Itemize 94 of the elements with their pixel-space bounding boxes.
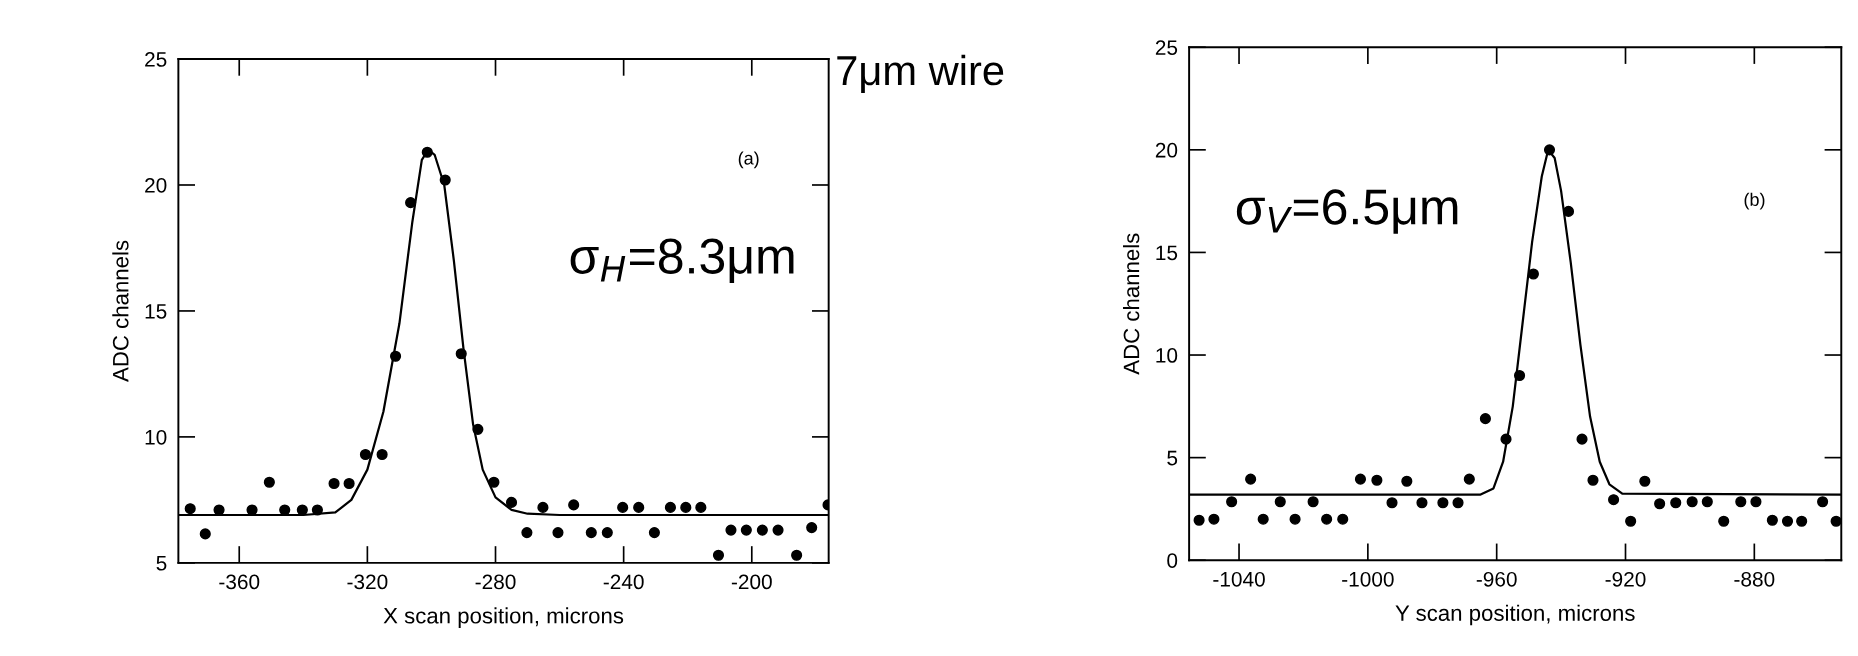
x-tick-label: -960 (1476, 571, 1517, 587)
x-tick-label: -280 (475, 574, 516, 590)
point (1337, 513, 1349, 525)
point (1452, 497, 1464, 509)
point (1670, 497, 1682, 509)
y-tick-label: 10 (145, 429, 167, 445)
point (568, 499, 580, 511)
point (712, 549, 725, 561)
point (1796, 515, 1808, 527)
point (1766, 514, 1778, 526)
annotation: (b) (1744, 192, 1765, 210)
point (756, 524, 768, 536)
point (1639, 475, 1651, 487)
point (1321, 513, 1333, 525)
x-tick-label: -320 (347, 574, 388, 590)
y-axis-title: ADC channels (1123, 233, 1140, 375)
y-tick-label: 0 (1167, 553, 1178, 568)
point (1735, 496, 1747, 508)
point (1830, 515, 1842, 527)
point (1686, 496, 1698, 508)
point (1781, 515, 1794, 527)
x-tick-label: -1000 (1342, 571, 1394, 587)
point (505, 496, 518, 508)
y-tick-label: 25 (1155, 40, 1178, 55)
point (199, 528, 211, 540)
point (359, 448, 372, 461)
point (617, 501, 629, 513)
annotation: σ$_{H}$=8.3μm (570, 238, 794, 283)
point (695, 501, 707, 513)
point (263, 476, 275, 488)
point (1386, 497, 1398, 509)
point (184, 503, 196, 515)
y-axis-title: ADC channels (112, 240, 129, 382)
point (1401, 475, 1413, 487)
y-tick-label: 15 (145, 304, 167, 319)
point (1416, 497, 1428, 509)
point (1463, 473, 1475, 485)
point (1587, 474, 1599, 486)
x-tick-label: -240 (603, 574, 644, 590)
point (405, 197, 417, 209)
point (1371, 474, 1383, 486)
x-tick-label: -200 (731, 574, 772, 590)
point (772, 524, 784, 536)
point (601, 527, 613, 539)
point (725, 524, 737, 536)
point (1750, 496, 1762, 508)
annotation: σ$_{V}$=6.5μm (1236, 189, 1458, 234)
y-tick-label: 20 (145, 177, 167, 193)
point (1608, 494, 1620, 506)
point (664, 501, 676, 513)
x-tick-label: -880 (1734, 571, 1775, 587)
annotation: (a) (738, 151, 759, 169)
point (648, 527, 660, 539)
point (1208, 513, 1220, 525)
text: 7μm wire (837, 54, 1004, 93)
point (1289, 513, 1301, 525)
point (1437, 497, 1449, 509)
y-tick-label: 15 (1156, 245, 1178, 261)
point (521, 527, 533, 539)
point (1307, 496, 1319, 508)
point (1193, 514, 1205, 526)
x-axis-title: Y scan position, microns (1395, 604, 1635, 626)
y-tick-label: 10 (1156, 348, 1178, 363)
y-tick-label: 5 (156, 556, 167, 571)
x-tick-label: -360 (219, 574, 260, 590)
point (1257, 513, 1269, 525)
point (343, 477, 355, 490)
point (1245, 473, 1257, 485)
point (806, 522, 818, 534)
point (1226, 496, 1238, 508)
point (1625, 515, 1637, 527)
point (585, 527, 597, 539)
point (680, 501, 692, 513)
x-axis-title: X scan position, microns (383, 607, 624, 628)
point (1701, 496, 1713, 508)
point (328, 477, 340, 490)
point (1718, 515, 1730, 527)
point (740, 524, 752, 536)
point (1274, 496, 1286, 508)
x-tick-label: -1040 (1213, 571, 1265, 587)
y-tick-label: 25 (145, 52, 167, 67)
point (1576, 433, 1588, 445)
point (1354, 473, 1367, 485)
point (376, 448, 388, 461)
y-tick-label: 5 (1167, 450, 1178, 466)
x-tick-label: -920 (1605, 571, 1646, 587)
point (1817, 496, 1829, 508)
point (552, 527, 564, 539)
y-tick-label: 20 (1155, 142, 1178, 158)
point (537, 501, 549, 513)
point (633, 501, 645, 513)
point (1654, 498, 1666, 510)
point (1479, 413, 1491, 425)
point (791, 549, 803, 561)
